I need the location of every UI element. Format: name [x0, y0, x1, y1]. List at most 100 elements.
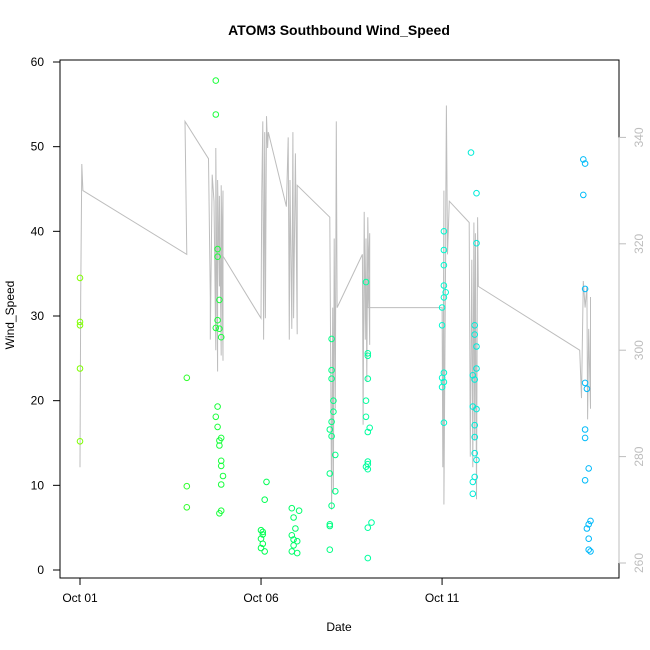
y2-tick-label: 260	[632, 553, 646, 573]
data-point	[580, 191, 587, 199]
y2-tick-label: 300	[632, 340, 646, 360]
data-point	[326, 426, 334, 433]
y-tick-label: 20	[31, 394, 45, 408]
data-point	[368, 519, 375, 526]
data-point	[326, 470, 334, 477]
plot-area	[59, 59, 620, 579]
data-point	[217, 333, 225, 341]
data-point	[288, 548, 296, 555]
x-axis-label: Date	[326, 620, 352, 634]
data-point	[469, 478, 477, 486]
data-point	[217, 462, 225, 470]
data-point	[471, 433, 479, 441]
data-point	[362, 397, 370, 405]
data-point	[587, 517, 594, 525]
data-point	[212, 77, 220, 84]
data-point	[581, 426, 589, 433]
data-point	[328, 335, 335, 343]
data-point	[214, 423, 221, 431]
data-point	[440, 419, 448, 427]
y-axis: 0 10 20 30 40 50 60	[31, 55, 61, 577]
data-point	[328, 502, 335, 510]
data-point	[216, 325, 223, 333]
data-point	[438, 374, 446, 382]
data-point	[581, 285, 589, 293]
data-point	[259, 540, 267, 548]
data-point	[332, 488, 339, 495]
data-point	[263, 478, 270, 486]
data-point	[219, 472, 227, 480]
data-point	[292, 525, 299, 532]
data-point	[183, 504, 191, 511]
data-point	[217, 457, 225, 465]
y-tick-label: 30	[31, 309, 45, 323]
data-point	[364, 350, 372, 357]
data-point	[261, 496, 269, 504]
data-point	[581, 477, 589, 484]
data-point	[212, 111, 220, 118]
x-tick-label: Oct 11	[425, 591, 460, 605]
data-point	[364, 352, 372, 360]
data-point	[257, 544, 265, 552]
data-point	[293, 537, 301, 545]
data-point	[212, 324, 220, 332]
data-point	[290, 514, 297, 521]
data-point	[581, 160, 589, 167]
data-point	[440, 228, 448, 235]
data-point	[217, 434, 225, 442]
chart-title: ATOM3 Southbound Wind_Speed	[228, 22, 450, 38]
y2-tick-label: 340	[632, 127, 646, 147]
data-point	[328, 375, 335, 383]
data-point	[469, 490, 477, 498]
data-point	[362, 413, 370, 421]
data-point	[288, 532, 296, 539]
data-point	[326, 546, 334, 554]
data-point	[364, 465, 372, 473]
data-point	[438, 322, 446, 329]
data-point	[440, 282, 448, 289]
data-point	[214, 403, 221, 410]
data-point	[440, 246, 448, 254]
data-point	[438, 304, 446, 311]
data-point	[76, 438, 84, 445]
data-point	[183, 482, 191, 490]
data-point	[473, 365, 480, 372]
data-point	[214, 245, 221, 253]
data-point	[328, 366, 335, 374]
data-point	[362, 278, 370, 286]
data-point	[364, 375, 372, 383]
data-point	[288, 504, 296, 512]
data-point	[473, 405, 480, 413]
data-point	[581, 379, 589, 387]
data-point	[76, 365, 84, 372]
data-point	[261, 548, 269, 555]
data-point	[473, 239, 480, 247]
y-axis-label: Wind_Speed	[3, 281, 17, 350]
data-point	[295, 507, 303, 515]
data-point	[216, 442, 223, 449]
data-point	[216, 296, 223, 304]
data-point	[585, 546, 593, 554]
data-point	[473, 343, 480, 350]
data-point	[583, 385, 591, 393]
data-point	[366, 424, 374, 432]
data-point	[217, 507, 225, 515]
data-point	[585, 535, 593, 543]
data-point	[364, 524, 372, 532]
x-axis: Oct 01 Oct 06 Oct 11	[62, 577, 460, 605]
data-point	[471, 421, 479, 429]
x-tick-label: Oct 06	[243, 591, 279, 605]
data-point	[183, 374, 191, 382]
data-point	[471, 322, 479, 329]
data-point	[471, 331, 479, 338]
data-point	[259, 528, 267, 536]
data-point	[330, 397, 337, 405]
y2-tick-label: 280	[632, 446, 646, 466]
data-point	[259, 531, 267, 538]
data-point	[76, 318, 84, 326]
data-point	[473, 189, 480, 197]
y2-tick-label: 320	[632, 233, 646, 253]
data-point	[76, 322, 84, 329]
y-tick-label: 60	[31, 55, 45, 69]
